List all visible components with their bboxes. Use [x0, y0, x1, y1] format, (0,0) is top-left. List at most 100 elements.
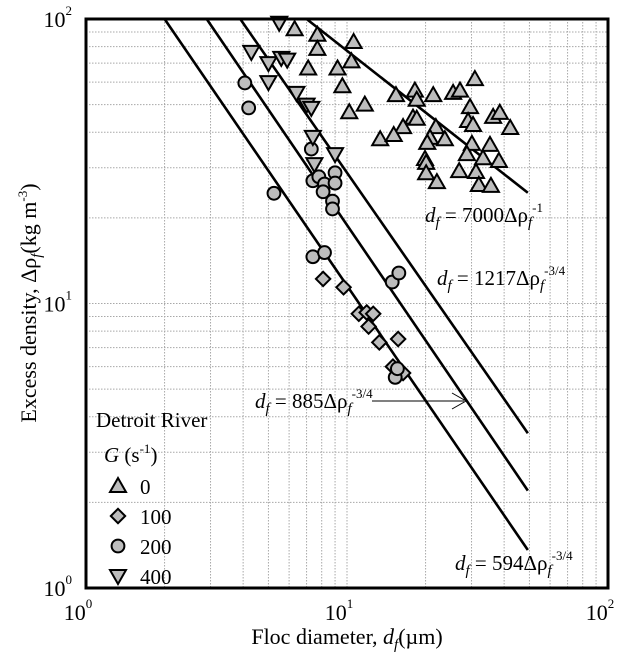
- data-point-G0: [307, 24, 328, 42]
- y-tick-label: 101: [44, 288, 73, 317]
- legend-label: 400: [140, 565, 172, 589]
- line-label-7000: df = 7000Δρf-1: [425, 200, 543, 231]
- data-point-G400: [258, 56, 279, 74]
- line-label-594: df = 594Δρf-3/4: [455, 548, 573, 579]
- data-point-G100: [359, 317, 378, 336]
- data-point-G100: [389, 330, 407, 348]
- data-point-G0: [370, 129, 390, 147]
- text-part: -1: [532, 200, 543, 215]
- data-point-G0: [469, 174, 489, 192]
- data-point-G0: [460, 97, 480, 115]
- text-part: 0: [66, 572, 73, 587]
- data-point-G0: [473, 148, 493, 166]
- data-point-G200: [241, 100, 257, 116]
- line-label-1217: df = 1217Δρf-3/4: [437, 263, 566, 294]
- data-point-G0: [343, 32, 364, 50]
- data-point-G0: [417, 132, 437, 150]
- text-part: f: [266, 401, 272, 417]
- text-part: f: [466, 563, 472, 579]
- data-point-G200: [317, 245, 332, 260]
- text-part: -3/4: [544, 263, 565, 278]
- text-part: = 885Δρ: [270, 389, 348, 413]
- text-part: 2: [66, 3, 73, 18]
- data-point-G100: [334, 278, 353, 296]
- line-label-885: df = 885Δρf-3/4: [255, 386, 373, 417]
- data-point-G200: [266, 185, 282, 201]
- text-part: -3/4: [552, 548, 573, 563]
- data-point-G0: [307, 38, 328, 56]
- text-part: 0: [86, 596, 93, 611]
- data-point-G0: [465, 69, 485, 87]
- data-point-G400: [258, 75, 279, 93]
- x-tick-label: 101: [325, 596, 354, 625]
- data-point-G400: [303, 129, 323, 147]
- text-part: = 594Δρ: [470, 551, 548, 575]
- data-point-G0: [383, 125, 404, 143]
- text-part: (s: [119, 443, 139, 467]
- data-point-G100: [314, 270, 332, 288]
- legend-marker-100: [109, 507, 127, 525]
- text-part: d: [425, 203, 436, 227]
- plot-frame: [84, 17, 610, 590]
- data-point-G100: [364, 305, 382, 323]
- data-points: [237, 15, 520, 385]
- text-part: d: [255, 389, 266, 413]
- data-point-G0: [450, 80, 470, 98]
- text-part: 2: [608, 596, 615, 611]
- data-point-G200: [303, 141, 319, 157]
- text-part: ): [150, 443, 157, 467]
- text-part: 10: [44, 576, 66, 601]
- y-tick-label: 100: [44, 572, 73, 601]
- text-part: 1: [347, 596, 354, 611]
- data-point-G0: [435, 129, 455, 147]
- data-point-G0: [298, 58, 318, 76]
- data-point-G0: [416, 163, 436, 181]
- text-part: f: [528, 215, 534, 231]
- data-point-G0: [407, 108, 427, 126]
- data-point-G0: [466, 161, 486, 179]
- data-point-G0: [284, 19, 305, 37]
- text-part: f: [548, 563, 554, 579]
- data-point-G0: [449, 161, 469, 179]
- data-point-G400: [301, 100, 322, 118]
- data-point-G200: [327, 175, 343, 191]
- y-axis-label: Excess density, Δρf(kg m-3): [15, 183, 45, 422]
- text-part: = 1217Δρ: [452, 266, 540, 290]
- text-part: f: [448, 278, 454, 294]
- data-point-G200: [391, 265, 407, 281]
- data-point-G0: [393, 117, 413, 135]
- data-point-G0: [332, 76, 353, 94]
- data-point-G0: [407, 89, 427, 107]
- text-part: 10: [44, 7, 66, 32]
- data-point-G200: [237, 75, 253, 91]
- data-point-G400: [241, 44, 262, 62]
- text-part: G: [104, 443, 119, 467]
- legend-marker-400: [108, 569, 128, 587]
- data-point-G100: [370, 333, 388, 351]
- y-tick-label: 102: [44, 3, 73, 32]
- text-part: = 7000Δρ: [440, 203, 528, 227]
- data-point-G0: [489, 150, 509, 168]
- data-point-G0: [423, 85, 443, 103]
- legend-marker-0: [108, 475, 128, 493]
- data-point-G0: [426, 117, 446, 135]
- data-point-G0: [481, 175, 501, 193]
- data-point-G400: [304, 157, 325, 175]
- arrow-head-icon: [451, 392, 468, 410]
- legend-subtitle: G (s-1): [104, 441, 157, 467]
- data-point-G0: [490, 102, 510, 120]
- text-part: 10: [586, 600, 608, 625]
- text-part: 1: [66, 288, 73, 303]
- data-point-G200: [315, 184, 331, 200]
- text-part: 10: [44, 292, 66, 317]
- fit-line-885: [205, 18, 529, 492]
- legend-marker-200: [110, 538, 126, 554]
- data-point-G0: [339, 102, 359, 120]
- grid: [86, 19, 608, 588]
- data-point-G0: [386, 85, 406, 103]
- data-point-G0: [457, 144, 477, 162]
- data-point-G200: [390, 361, 405, 377]
- data-point-G0: [463, 114, 483, 133]
